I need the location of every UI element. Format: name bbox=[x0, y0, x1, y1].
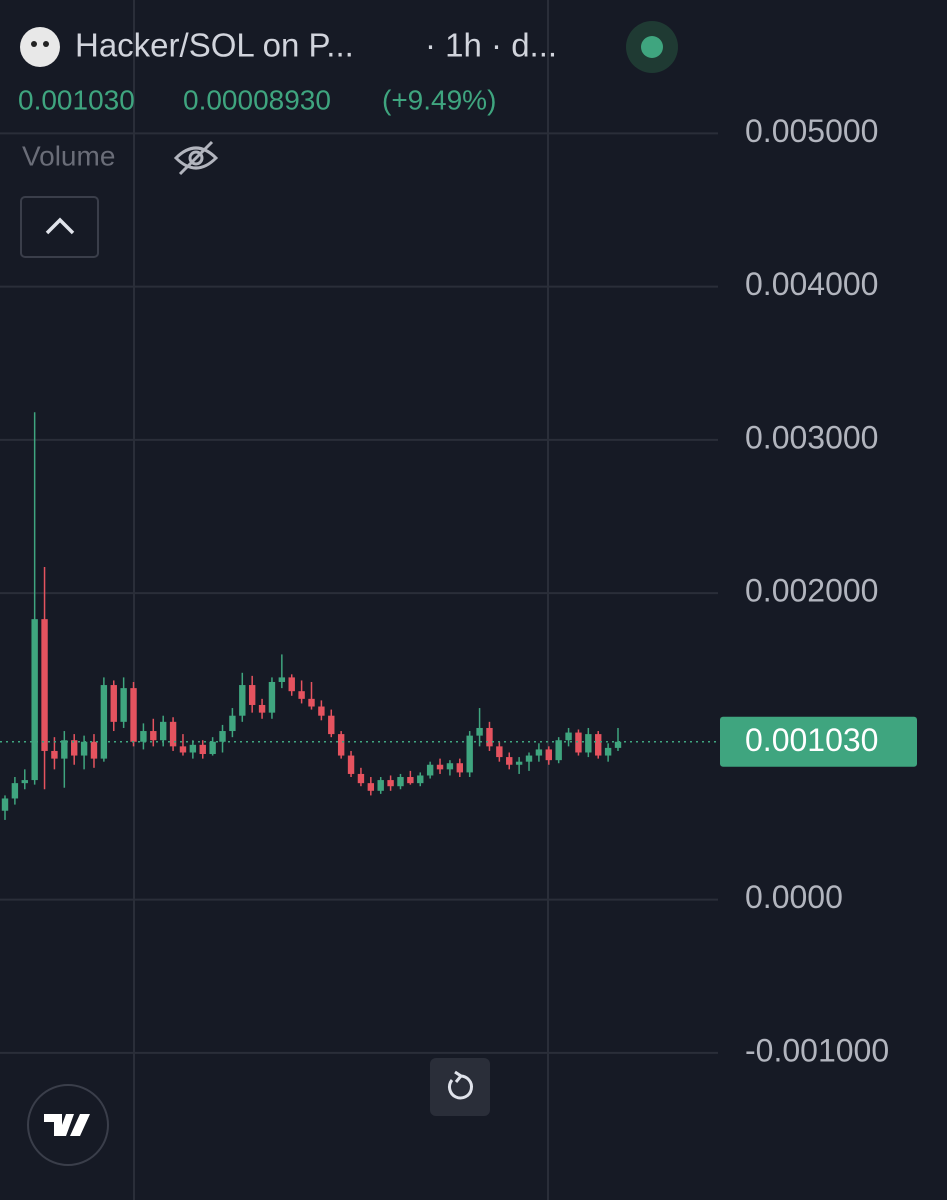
candle-body bbox=[585, 734, 592, 753]
candle-body bbox=[318, 706, 325, 716]
candle-body bbox=[357, 773, 365, 784]
collapse-button[interactable] bbox=[20, 196, 99, 258]
last-price-label: 0.001030 bbox=[745, 722, 878, 758]
candle-body bbox=[199, 744, 206, 755]
candle-body bbox=[110, 685, 117, 722]
candle-body bbox=[476, 727, 483, 736]
candle-body bbox=[456, 763, 464, 773]
candle-body bbox=[150, 731, 157, 741]
candle-body bbox=[347, 755, 355, 774]
y-tick-label: 0.002000 bbox=[745, 573, 878, 609]
reset-button[interactable] bbox=[430, 1058, 490, 1116]
token-icon bbox=[20, 27, 60, 67]
candle-body bbox=[258, 704, 266, 713]
change: 0.00008930 bbox=[183, 84, 331, 115]
candle-body bbox=[130, 688, 137, 742]
candle-body bbox=[80, 741, 88, 756]
candle-body bbox=[209, 741, 216, 755]
y-tick-label: -0.001000 bbox=[745, 1032, 889, 1068]
candles bbox=[1, 412, 622, 820]
candle-body bbox=[545, 749, 552, 761]
candle-body bbox=[140, 731, 147, 742]
candle-body bbox=[377, 780, 384, 791]
candle-body bbox=[436, 764, 444, 770]
candle-body bbox=[407, 777, 414, 784]
candle-body bbox=[1, 798, 9, 811]
candle-body bbox=[120, 688, 127, 722]
grid bbox=[0, 132, 718, 1054]
y-tick-label: 0.004000 bbox=[745, 266, 878, 302]
candle-body bbox=[426, 764, 434, 776]
candle-body bbox=[100, 685, 108, 759]
candle-body bbox=[61, 740, 68, 759]
token-icon-eye bbox=[31, 41, 37, 47]
candle-body bbox=[446, 763, 454, 770]
candle-body bbox=[11, 783, 19, 799]
candle-body bbox=[248, 685, 256, 705]
candle-body bbox=[179, 746, 187, 753]
candle-body bbox=[337, 734, 345, 756]
candle-body bbox=[298, 691, 305, 699]
candle-body bbox=[417, 775, 424, 784]
candle-body bbox=[506, 757, 513, 765]
candle-body bbox=[525, 755, 533, 762]
y-tick-label: 0.0000 bbox=[745, 879, 843, 915]
candle-body bbox=[219, 731, 226, 742]
hide-icon[interactable] bbox=[173, 140, 219, 176]
candle-body bbox=[169, 721, 177, 747]
overlay: -0.001000 0.0000 0.002000 0.003000 0.004000 0… bbox=[0, 113, 917, 1068]
candle-body bbox=[90, 741, 98, 759]
candle-body bbox=[535, 749, 543, 756]
token-icon-eye bbox=[43, 41, 49, 47]
candle-body bbox=[328, 715, 335, 735]
candle-body bbox=[278, 677, 286, 682]
candle-body bbox=[41, 619, 48, 751]
candle-body bbox=[595, 734, 602, 756]
volume-indicator[interactable]: Volume bbox=[22, 140, 115, 171]
candle-body bbox=[51, 750, 58, 759]
y-tick-label: 0.005000 bbox=[745, 113, 878, 149]
candle-body bbox=[604, 747, 612, 756]
reset-icon bbox=[448, 1074, 473, 1100]
candle-body bbox=[308, 698, 315, 707]
candle-body bbox=[614, 741, 622, 748]
candle-body bbox=[496, 746, 503, 758]
symbol[interactable]: Hacker/SOL on P... bbox=[75, 27, 354, 64]
candle-body bbox=[21, 780, 28, 784]
candle-body bbox=[555, 740, 562, 761]
candle-body bbox=[71, 740, 78, 756]
candle-body bbox=[268, 681, 276, 713]
candle-body bbox=[486, 727, 493, 747]
status-dot bbox=[641, 36, 663, 58]
candle-body bbox=[189, 744, 197, 753]
reset-icon-arrow bbox=[454, 1070, 464, 1083]
change-percent: (+9.49%) bbox=[382, 84, 496, 115]
candle-body bbox=[575, 732, 582, 753]
tradingview-mark bbox=[44, 1114, 90, 1136]
chevron-up bbox=[45, 217, 75, 235]
candle-body bbox=[288, 677, 295, 692]
candle-body bbox=[239, 685, 246, 716]
last-value: 0.001030 bbox=[18, 84, 135, 115]
candle-body bbox=[387, 780, 394, 787]
candle-body bbox=[397, 777, 404, 787]
candle-body bbox=[31, 619, 38, 781]
candle-body bbox=[159, 721, 167, 741]
candle-body bbox=[466, 735, 473, 773]
y-tick-label: 0.003000 bbox=[745, 419, 878, 455]
candle-body bbox=[565, 732, 572, 741]
interval[interactable]: · 1h · d... bbox=[425, 27, 557, 64]
candle-body bbox=[229, 715, 236, 732]
candle-body bbox=[515, 761, 523, 765]
last-price-tag bbox=[720, 716, 917, 767]
candle-body bbox=[367, 783, 375, 791]
